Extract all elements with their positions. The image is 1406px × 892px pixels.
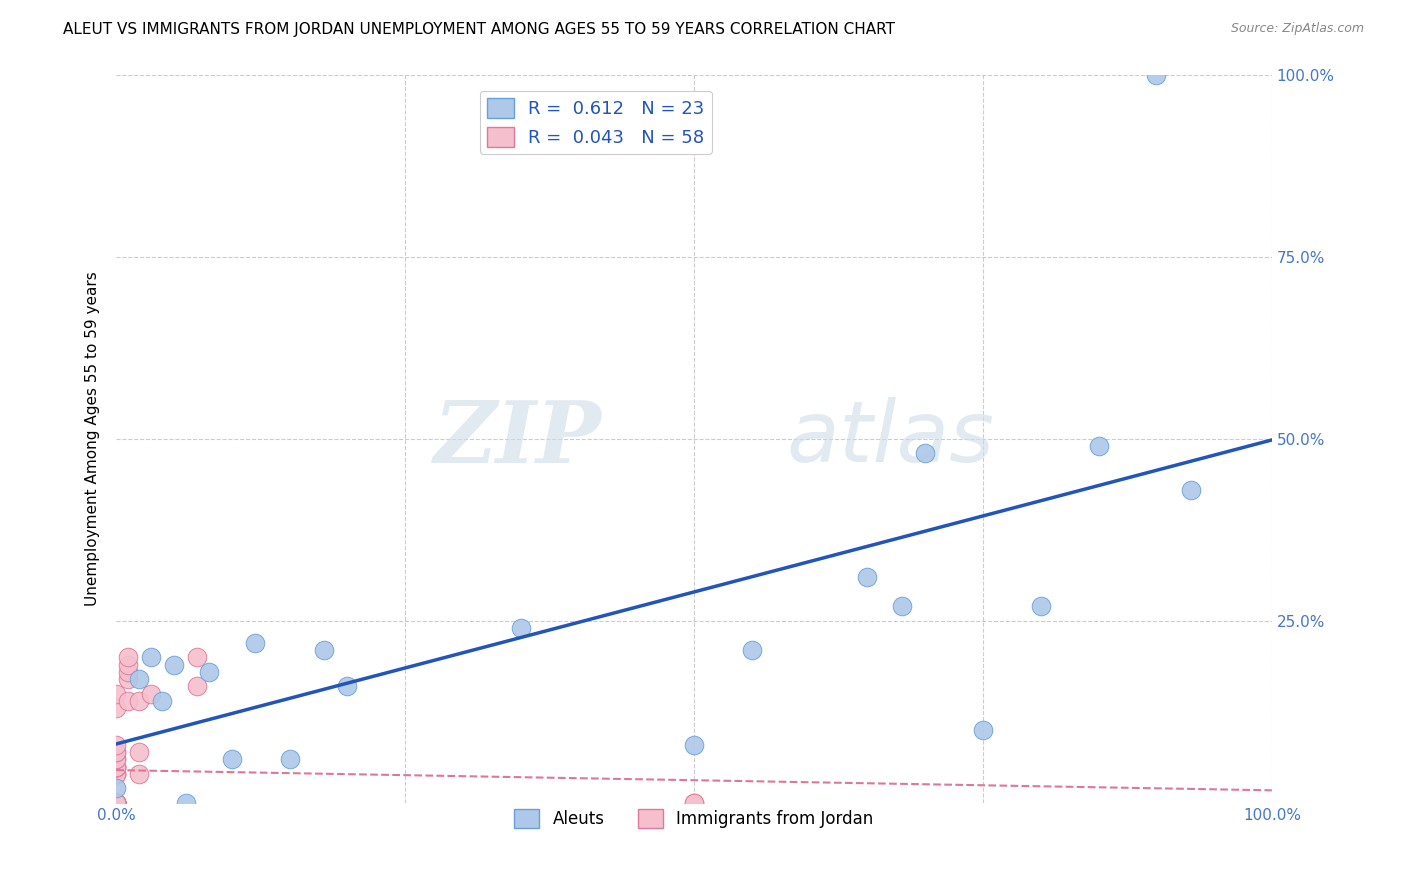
Point bbox=[105, 796, 128, 810]
Point bbox=[105, 796, 128, 810]
Point bbox=[683, 796, 706, 810]
Point bbox=[197, 665, 219, 679]
Point bbox=[509, 621, 531, 635]
Point bbox=[105, 687, 128, 701]
Point bbox=[891, 599, 914, 614]
Point bbox=[105, 781, 128, 796]
Point bbox=[278, 752, 301, 766]
Point bbox=[221, 752, 243, 766]
Point bbox=[105, 796, 128, 810]
Point bbox=[243, 636, 266, 650]
Point bbox=[105, 796, 128, 810]
Point bbox=[128, 672, 150, 686]
Point bbox=[152, 694, 174, 708]
Point bbox=[139, 687, 162, 701]
Point bbox=[105, 796, 128, 810]
Point bbox=[105, 796, 128, 810]
Point bbox=[105, 745, 128, 759]
Point bbox=[117, 694, 139, 708]
Point bbox=[105, 796, 128, 810]
Point bbox=[105, 752, 128, 766]
Point bbox=[174, 796, 197, 810]
Point bbox=[1029, 599, 1052, 614]
Point bbox=[105, 745, 128, 759]
Point bbox=[105, 759, 128, 773]
Point bbox=[117, 672, 139, 686]
Point bbox=[105, 796, 128, 810]
Point bbox=[105, 701, 128, 715]
Text: Source: ZipAtlas.com: Source: ZipAtlas.com bbox=[1230, 22, 1364, 36]
Point bbox=[105, 767, 128, 781]
Point bbox=[1144, 68, 1167, 82]
Point bbox=[1087, 439, 1109, 453]
Point bbox=[105, 796, 128, 810]
Point bbox=[128, 767, 150, 781]
Point bbox=[105, 796, 128, 810]
Text: ALEUT VS IMMIGRANTS FROM JORDAN UNEMPLOYMENT AMONG AGES 55 TO 59 YEARS CORRELATI: ALEUT VS IMMIGRANTS FROM JORDAN UNEMPLOY… bbox=[63, 22, 896, 37]
Point bbox=[914, 446, 936, 460]
Point bbox=[105, 796, 128, 810]
Point bbox=[105, 759, 128, 773]
Point bbox=[105, 796, 128, 810]
Point bbox=[117, 665, 139, 679]
Point bbox=[683, 796, 706, 810]
Point bbox=[186, 680, 208, 694]
Point bbox=[105, 796, 128, 810]
Point bbox=[105, 796, 128, 810]
Legend: Aleuts, Immigrants from Jordan: Aleuts, Immigrants from Jordan bbox=[508, 803, 880, 835]
Point bbox=[105, 796, 128, 810]
Point bbox=[105, 796, 128, 810]
Point bbox=[105, 796, 128, 810]
Point bbox=[314, 643, 336, 657]
Point bbox=[105, 752, 128, 766]
Point bbox=[128, 694, 150, 708]
Point bbox=[105, 759, 128, 773]
Point bbox=[139, 650, 162, 665]
Point bbox=[105, 796, 128, 810]
Text: ZIP: ZIP bbox=[434, 397, 602, 481]
Point bbox=[105, 759, 128, 773]
Point bbox=[117, 657, 139, 672]
Point bbox=[128, 745, 150, 759]
Point bbox=[105, 796, 128, 810]
Point bbox=[1180, 483, 1202, 497]
Point bbox=[105, 796, 128, 810]
Point bbox=[741, 643, 763, 657]
Point bbox=[972, 723, 994, 738]
Point bbox=[105, 796, 128, 810]
Point bbox=[105, 738, 128, 752]
Point bbox=[105, 767, 128, 781]
Point bbox=[105, 796, 128, 810]
Point bbox=[105, 796, 128, 810]
Point bbox=[105, 796, 128, 810]
Point bbox=[336, 680, 359, 694]
Text: atlas: atlas bbox=[786, 397, 994, 480]
Point bbox=[105, 796, 128, 810]
Point bbox=[105, 796, 128, 810]
Point bbox=[163, 657, 186, 672]
Point bbox=[105, 796, 128, 810]
Point bbox=[105, 796, 128, 810]
Point bbox=[186, 650, 208, 665]
Point bbox=[117, 650, 139, 665]
Point bbox=[856, 570, 879, 584]
Point bbox=[683, 738, 706, 752]
Point bbox=[105, 796, 128, 810]
Point bbox=[105, 796, 128, 810]
Point bbox=[105, 796, 128, 810]
Point bbox=[105, 767, 128, 781]
Y-axis label: Unemployment Among Ages 55 to 59 years: Unemployment Among Ages 55 to 59 years bbox=[86, 271, 100, 606]
